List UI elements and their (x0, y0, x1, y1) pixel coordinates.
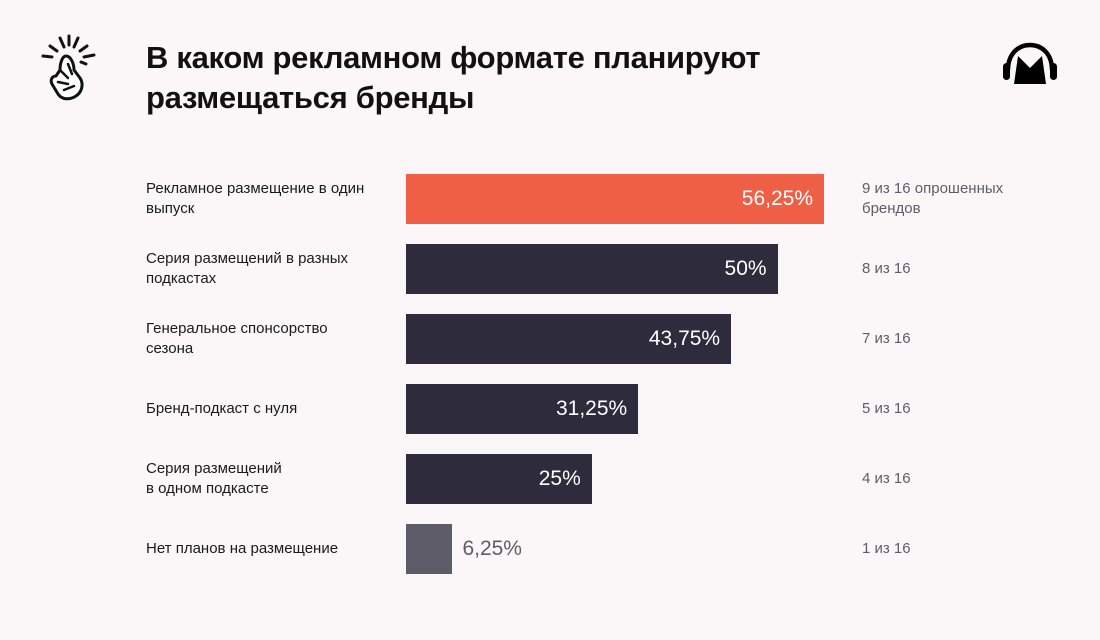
bar (406, 174, 824, 224)
chart-row: Рекламное размещение в один выпуск 56,25% 9… (0, 174, 1100, 224)
category-label-line: Рекламное размещение в один (146, 180, 365, 197)
respondent-count-line: 4 из 16 (862, 470, 911, 487)
respondent-count: 4 из 16 (862, 454, 1062, 504)
category-label-line: Бренд-подкаст с нуля (146, 400, 298, 417)
chart-row: Серия размещений в разных подкастах 50% 8 и… (0, 244, 1100, 294)
data-label: 43,75% (648, 327, 721, 350)
category-label-text: Серия размещений в одном подкасте (146, 459, 282, 499)
category-label-text: Генеральное спонсорство сезона (146, 319, 328, 359)
respondent-count-text: 5 из 16 (862, 399, 911, 419)
snapping-fingers-icon (41, 34, 96, 101)
respondent-count: 5 из 16 (862, 384, 1062, 434)
category-label-line: Серия размещений (146, 460, 282, 477)
data-label: 56,25% (741, 187, 813, 210)
headphones-m-logo-icon (1003, 42, 1057, 84)
category-label-line: подкастах (146, 270, 217, 287)
chart-row: Генеральное спонсорство сезона 43,75% 7 из … (0, 314, 1100, 364)
respondent-count-text: 9 из 16 опрошенных брендов (862, 179, 1003, 219)
respondent-count-line: 5 из 16 (862, 400, 911, 417)
category-label-line: Генеральное спонсорство (146, 320, 328, 337)
respondent-count-line: 9 из 16 опрошенных (862, 180, 1004, 197)
category-label: Бренд-подкаст с нуля (146, 384, 396, 434)
chart-row: Бренд-подкаст с нуля 31,25% 5 из 16 (0, 384, 1100, 434)
category-label-text: Рекламное размещение в один выпуск (146, 179, 364, 219)
respondent-count-text: 8 из 16 (862, 259, 911, 279)
category-label-text: Серия размещений в разных подкастах (146, 249, 348, 289)
page-title: В каком рекламном формате планируют разм… (146, 38, 846, 118)
respondent-count-text: 4 из 16 (862, 469, 911, 489)
respondent-count: 7 из 16 (862, 314, 1062, 364)
category-label-line: Нет планов на размещение (146, 540, 339, 557)
bar (406, 524, 453, 574)
category-label: Серия размещений в одном подкасте (146, 454, 396, 504)
respondent-count-text: 1 из 16 (862, 539, 911, 559)
respondent-count-line: брендов (862, 200, 921, 217)
respondent-count: 9 из 16 опрошенных брендов (862, 174, 1062, 224)
respondent-count-line: 7 из 16 (862, 330, 911, 347)
category-label-line: сезона (146, 340, 194, 357)
title-line-2: размещаться бренды (146, 80, 475, 115)
category-label-text: Нет планов на размещение (146, 539, 338, 559)
respondent-count: 8 из 16 (862, 244, 1062, 294)
data-label: 25% (538, 467, 581, 490)
category-label: Рекламное размещение в один выпуск (146, 174, 396, 224)
category-label: Генеральное спонсорство сезона (146, 314, 396, 364)
respondent-count-text: 7 из 16 (862, 329, 911, 349)
chart-row: Нет планов на размещение 6,25% 1 из 16 (0, 524, 1100, 574)
bar (406, 244, 778, 294)
data-label: 50% (724, 257, 767, 280)
title-line-1: В каком рекламном формате планируют (146, 40, 761, 75)
category-label-text: Бренд-подкаст с нуля (146, 399, 297, 419)
bar (406, 384, 639, 434)
category-label-line: выпуск (146, 200, 195, 217)
category-label: Нет планов на размещение (146, 524, 396, 574)
respondent-count: 1 из 16 (862, 524, 1062, 574)
bar (406, 314, 732, 364)
data-label: 31,25% (555, 397, 628, 420)
category-label: Серия размещений в разных подкастах (146, 244, 396, 294)
category-label-line: в одном подкасте (146, 480, 269, 497)
respondent-count-line: 1 из 16 (862, 540, 911, 557)
category-label-line: Серия размещений в разных (146, 250, 349, 267)
chart-row: Серия размещений в одном подкасте 25% 4 из … (0, 454, 1100, 504)
bar (406, 454, 592, 504)
data-label: 6,25% (462, 537, 522, 560)
respondent-count-line: 8 из 16 (862, 260, 911, 277)
